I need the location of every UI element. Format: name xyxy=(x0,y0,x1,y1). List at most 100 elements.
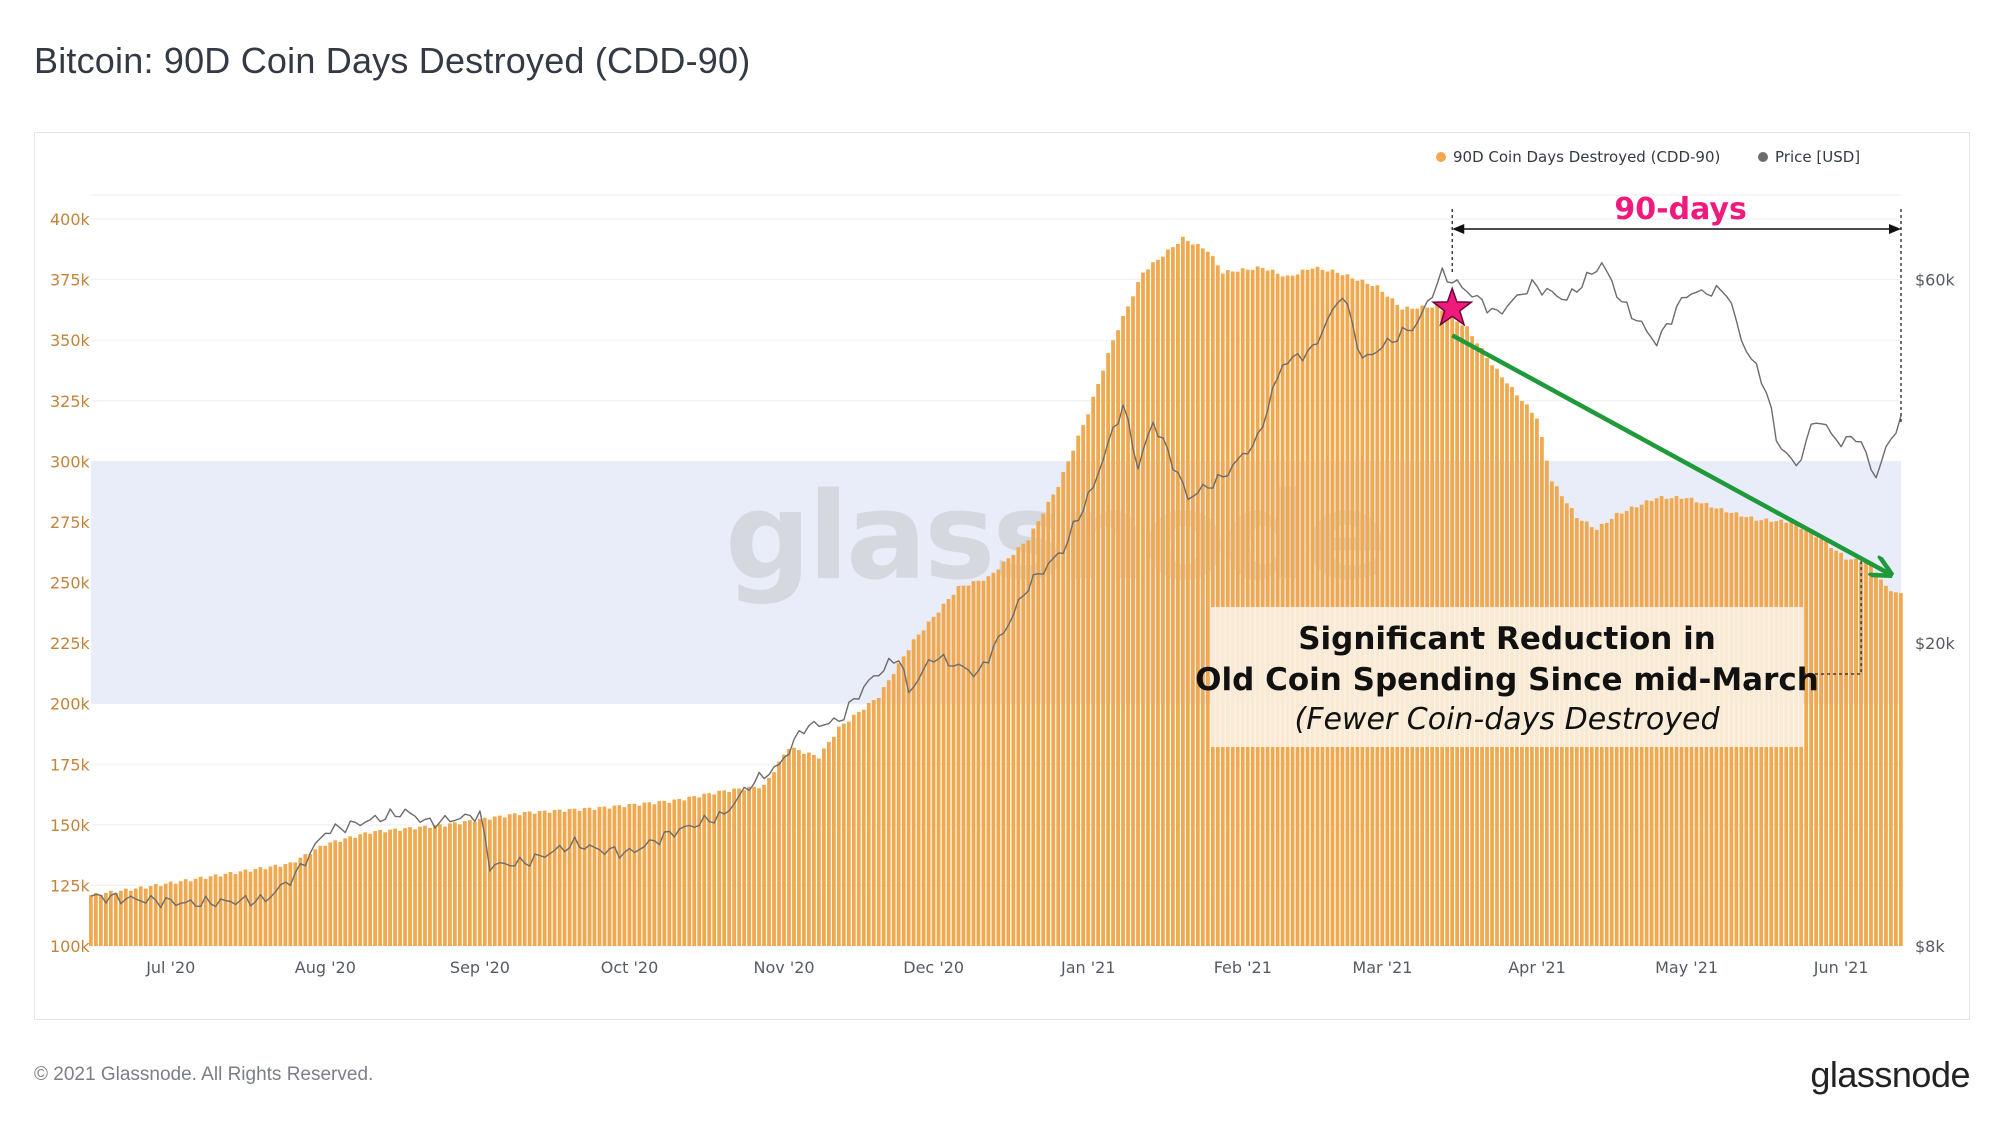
cdd-bar xyxy=(752,786,756,946)
cdd-bar xyxy=(851,714,856,946)
cdd-bar xyxy=(517,815,522,946)
cdd-bar xyxy=(348,836,353,946)
cdd-bar xyxy=(981,580,986,946)
cdd-bar xyxy=(1121,315,1125,946)
cdd-bar xyxy=(1824,541,1828,946)
note-connector xyxy=(1803,558,1862,675)
cdd-bar xyxy=(692,796,697,946)
gridlines xyxy=(91,194,1901,947)
cdd-bar xyxy=(727,791,732,946)
cdd-bar xyxy=(831,736,836,946)
cdd-bar xyxy=(423,825,427,946)
cdd-bar xyxy=(901,656,906,946)
price-tick-label: $60k xyxy=(1915,271,1956,290)
cdd-bar xyxy=(747,786,751,946)
cdd-bar xyxy=(238,871,243,946)
cdd-bar xyxy=(1116,330,1120,946)
cdd-bar xyxy=(772,772,776,946)
cdd-bar xyxy=(826,742,831,946)
cdd-bar xyxy=(1006,558,1011,946)
y-tick-label: 100k xyxy=(50,937,91,956)
cdd-bar xyxy=(971,581,976,946)
cdd-bar xyxy=(203,878,208,946)
cdd-bar xyxy=(572,808,577,946)
cdd-bar xyxy=(1834,550,1838,946)
cdd-bar xyxy=(98,895,103,946)
cdd-bar xyxy=(936,612,941,946)
cdd-bar xyxy=(403,828,407,946)
cdd-bar xyxy=(792,747,796,946)
cdd-bar xyxy=(1839,552,1843,946)
cdd-bar xyxy=(916,634,921,946)
cdd-bar xyxy=(652,804,657,946)
cdd-bar xyxy=(393,828,397,946)
cdd-bar xyxy=(293,862,298,946)
cdd-bar xyxy=(487,819,492,946)
cdd-bar xyxy=(667,802,672,946)
cdd-bar xyxy=(1146,269,1150,946)
span-arrowhead-right xyxy=(1889,224,1901,234)
cdd-bar xyxy=(841,723,846,946)
cdd-bar xyxy=(278,866,283,946)
cdd-bar xyxy=(1131,296,1135,946)
cdd-bar xyxy=(328,842,333,946)
cdd-bar xyxy=(438,824,442,946)
cdd-bar xyxy=(577,810,582,946)
cdd-bar xyxy=(1879,579,1883,946)
cdd-bar xyxy=(1869,561,1873,946)
x-tick-label: Jan '21 xyxy=(1060,958,1116,977)
cdd-bar xyxy=(672,799,677,946)
cdd-bar xyxy=(722,790,727,946)
note-line-1: Significant Reduction in xyxy=(1298,621,1716,657)
cdd-bar xyxy=(1844,559,1848,946)
cdd-bar xyxy=(1854,558,1858,946)
cdd-bar xyxy=(313,849,318,946)
left-axis: 100k 125k 150k 175k 200k 225k 250k 275k 300k 325k… xyxy=(50,210,91,956)
cdd-bar xyxy=(876,697,881,946)
cdd-bar xyxy=(1874,572,1878,946)
cdd-bar xyxy=(428,827,432,946)
cdd-bar xyxy=(1016,547,1021,946)
chart-frame: glassnode 100k125k150k175k200k225k250k27… xyxy=(34,132,1970,1020)
cdd-bar xyxy=(89,895,93,946)
cdd-bar xyxy=(1001,561,1006,946)
y-tick-label: 150k xyxy=(50,816,91,835)
cdd-bar xyxy=(552,809,557,946)
x-tick-label: Mar '21 xyxy=(1352,958,1412,977)
annotations: 90-days Significant Reduction in Old Coi… xyxy=(1195,192,1902,747)
cdd-bar xyxy=(108,890,113,946)
cdd-bar xyxy=(258,867,263,946)
cdd-bar xyxy=(368,833,373,946)
cdd-bar xyxy=(1899,593,1903,946)
cdd-bar xyxy=(1071,450,1076,946)
cdd-bar xyxy=(617,805,622,946)
cdd-bar xyxy=(961,585,966,946)
cdd-bar xyxy=(1255,266,1260,946)
cdd-bar xyxy=(991,572,996,946)
cdd-bar xyxy=(1884,585,1888,946)
cdd-bar xyxy=(891,674,896,946)
cdd-bar xyxy=(821,748,826,946)
cdd-bar xyxy=(732,788,737,946)
y-tick-label: 225k xyxy=(50,634,91,653)
cdd-bar xyxy=(1819,539,1823,946)
cdd-bar xyxy=(472,821,477,946)
cdd-bar xyxy=(103,892,108,946)
y-tick-label: 375k xyxy=(50,271,91,290)
cdd-bar xyxy=(163,883,168,946)
cdd-bar xyxy=(1051,494,1056,946)
y-tick-label: 125k xyxy=(50,876,91,895)
cdd-bar xyxy=(398,830,402,946)
cdd-bar xyxy=(148,886,153,946)
cdd-bar xyxy=(647,802,652,946)
cdd-bar xyxy=(383,832,387,946)
cdd-bar xyxy=(861,709,866,946)
cdd-bar xyxy=(931,616,936,946)
cdd-bar xyxy=(213,874,218,946)
note-box xyxy=(1211,607,1803,747)
cdd-bar xyxy=(333,840,338,946)
cdd-bar xyxy=(1046,501,1051,946)
cdd-bar xyxy=(492,816,497,946)
cdd-bar xyxy=(527,811,532,946)
cdd-bar xyxy=(507,814,512,946)
